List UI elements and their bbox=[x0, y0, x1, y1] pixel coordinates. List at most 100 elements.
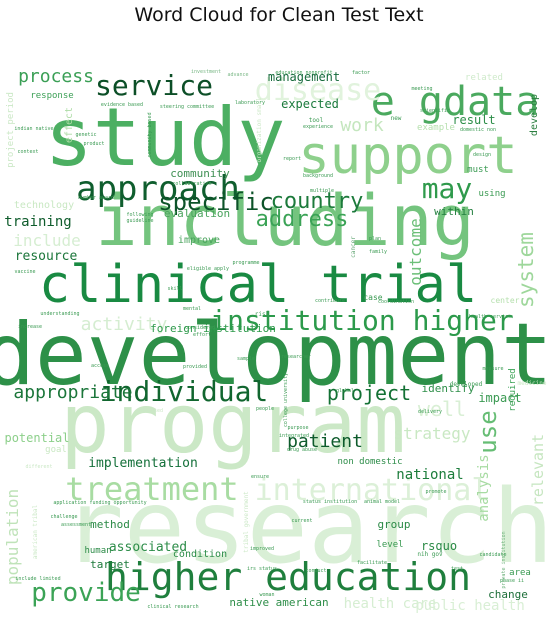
word-challenge: challenge bbox=[50, 514, 77, 520]
word-factor: factor bbox=[352, 70, 370, 76]
word-associated: associated bbox=[109, 540, 187, 555]
word-health-care: health care bbox=[344, 596, 437, 612]
word-process: process bbox=[18, 66, 94, 87]
word-area: area bbox=[509, 568, 531, 578]
word-current: current bbox=[291, 518, 312, 524]
word-american-tribal: american tribal bbox=[32, 505, 39, 560]
word-status-institution: status institution bbox=[303, 499, 357, 505]
word-coordination: coordination bbox=[378, 299, 414, 305]
word-phase-ii: phase ii bbox=[500, 578, 524, 584]
word-contribute: contribute bbox=[315, 298, 345, 304]
word-approach: approach bbox=[76, 169, 240, 209]
word-college-university: college university bbox=[283, 373, 289, 427]
word-considered: considered bbox=[185, 325, 215, 331]
word-sample: sample bbox=[237, 356, 255, 362]
word-result: result bbox=[452, 113, 495, 127]
word-including: including bbox=[95, 180, 474, 262]
word-research: research bbox=[62, 468, 553, 587]
word-test: test bbox=[451, 566, 463, 572]
word-evidence-based: evidence based bbox=[101, 102, 143, 108]
word-study: study bbox=[45, 91, 286, 184]
word-group: group bbox=[377, 518, 410, 531]
word-laboratory: laboratory bbox=[235, 100, 265, 106]
word-required: required bbox=[508, 368, 518, 411]
word-impact: impact bbox=[478, 391, 521, 405]
word-human: human bbox=[84, 546, 111, 556]
word-drug-abuse: drug abuse bbox=[287, 447, 317, 453]
word-organization-small: organization small bbox=[256, 97, 263, 162]
word-private-institution: private institution bbox=[501, 531, 507, 588]
word-facilitate: facilitate bbox=[357, 560, 387, 566]
word-rsquo: rsquo bbox=[421, 539, 457, 553]
word-different: different bbox=[25, 464, 52, 470]
word-e-gdata: e gdata bbox=[371, 79, 540, 125]
word-investment: investment bbox=[191, 69, 221, 75]
word-effort: effort bbox=[193, 332, 211, 338]
word-steering-committee: steering committee bbox=[160, 104, 214, 110]
word-programme: programme bbox=[232, 260, 259, 266]
word-delivery: delivery bbox=[418, 409, 442, 415]
word-measure: measure bbox=[482, 366, 503, 372]
word-health-service: health service bbox=[469, 314, 511, 320]
word-response: response bbox=[30, 91, 73, 101]
word-public-health: public health bbox=[415, 598, 525, 614]
word-domestic-non: domestic non bbox=[460, 127, 496, 133]
word-include-limited: include limited bbox=[15, 576, 60, 582]
word-resource: resource bbox=[15, 249, 78, 264]
word-conduct: conduct bbox=[305, 568, 326, 574]
word-change: change bbox=[488, 588, 528, 601]
word-analysis: analysis bbox=[476, 454, 492, 521]
word-expected: expected bbox=[281, 97, 339, 111]
word-provide: provide bbox=[31, 578, 141, 608]
word-medicine: medicine bbox=[518, 380, 547, 387]
word-system: system bbox=[514, 232, 538, 308]
word-woman: woman bbox=[259, 592, 274, 598]
word-using: using bbox=[478, 189, 505, 199]
word-mental: mental bbox=[183, 306, 201, 312]
word-management: management bbox=[268, 70, 340, 84]
word-training: training bbox=[4, 214, 71, 230]
word-application-funding-opportunity: application funding opportunity bbox=[53, 500, 146, 506]
word-increase: increase bbox=[18, 324, 42, 330]
word-community-based: community based bbox=[147, 112, 153, 157]
word-promote: promote bbox=[425, 489, 446, 495]
word-purpose: purpose bbox=[287, 425, 308, 431]
word-country: country bbox=[271, 189, 364, 214]
word-report: report bbox=[283, 156, 301, 162]
word-work: work bbox=[340, 115, 384, 136]
word-must: must bbox=[467, 165, 489, 175]
word-background: background bbox=[303, 173, 333, 179]
word-improved: improved bbox=[250, 546, 274, 552]
word-irs-status: irs status bbox=[247, 566, 277, 572]
word-vaccine: vaccine bbox=[14, 269, 35, 275]
word-develop: develop bbox=[529, 94, 540, 136]
word-ensure: ensure bbox=[251, 474, 269, 480]
word-non-domestic: non domestic bbox=[337, 457, 402, 467]
word-specific: specific bbox=[158, 188, 274, 216]
word-family: family bbox=[369, 249, 387, 255]
word-candidate: candidate bbox=[479, 552, 506, 558]
word-researcher: researcher bbox=[281, 354, 311, 360]
word-example: example bbox=[417, 123, 455, 133]
word-access: access bbox=[91, 363, 109, 369]
word-condition: condition bbox=[173, 549, 227, 560]
word-population: population bbox=[3, 489, 22, 585]
word-education-nonprofit: education nonprofit bbox=[275, 70, 332, 76]
word-genetic: genetic bbox=[75, 132, 96, 138]
word-case: case bbox=[363, 293, 382, 302]
word-guideline: guideline bbox=[126, 218, 153, 224]
word-treatment: treatment bbox=[65, 470, 238, 508]
word-technology: technology bbox=[14, 200, 74, 211]
word-tool: tool bbox=[309, 117, 324, 124]
word-global: global bbox=[336, 388, 354, 394]
word-service: service bbox=[95, 69, 213, 102]
word-collaboration: collaboration bbox=[172, 181, 211, 187]
word-strategy: strategy bbox=[393, 424, 470, 443]
word-relevant: relevant bbox=[529, 434, 547, 506]
word-project: project bbox=[327, 381, 411, 405]
word-well: well bbox=[418, 397, 466, 421]
word-experience: experience bbox=[303, 124, 333, 130]
word-outcome: outcome bbox=[406, 218, 425, 285]
word-skill: skill bbox=[167, 286, 182, 292]
